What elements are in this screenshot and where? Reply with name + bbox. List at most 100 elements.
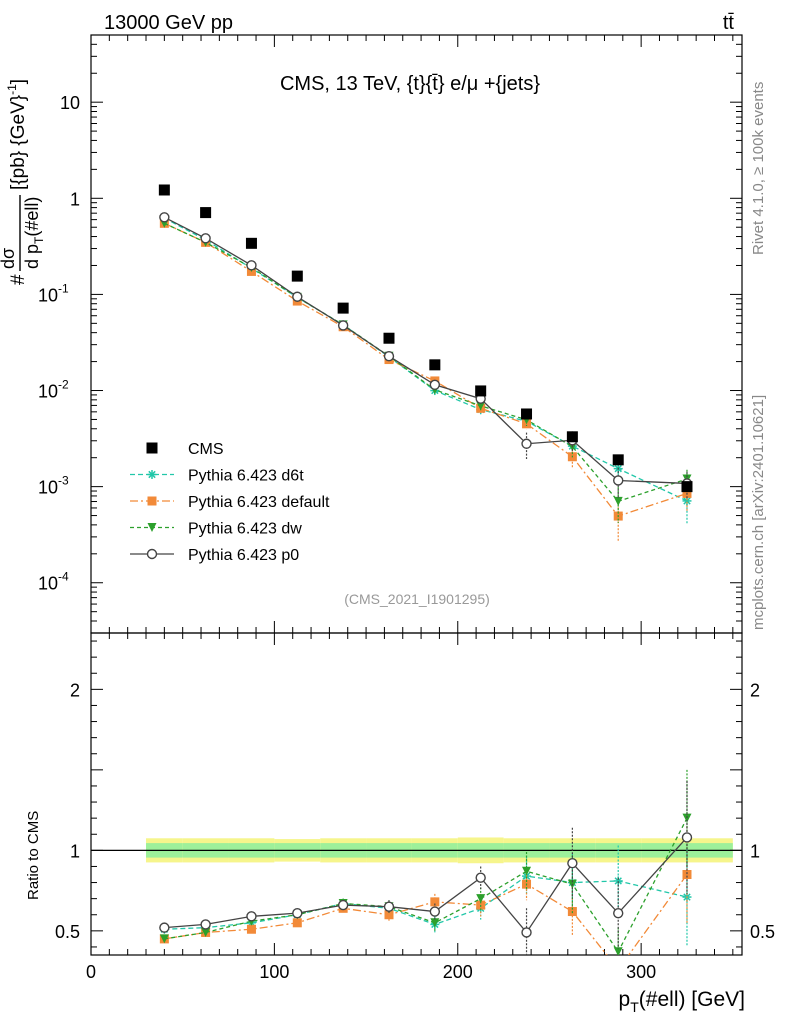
chart-title: CMS, 13 TeV, {t}{t̄} e/μ +{jets} bbox=[280, 73, 540, 95]
ratio-point-dw bbox=[476, 894, 486, 904]
point-dw bbox=[613, 496, 623, 506]
cms-data-point bbox=[429, 359, 441, 371]
ratio-line-default bbox=[164, 874, 688, 955]
ratio-point-p0 bbox=[200, 919, 211, 930]
cms-data-point bbox=[475, 385, 487, 397]
legend-label: CMS bbox=[188, 441, 224, 458]
ratio-line-p0 bbox=[164, 837, 688, 934]
ratio-point-p0 bbox=[429, 906, 441, 917]
cms-data-point bbox=[291, 270, 303, 282]
y-tick-label: 10-3 bbox=[38, 474, 69, 498]
main-panel-frame bbox=[90, 34, 743, 634]
point-dw bbox=[476, 401, 486, 411]
cms-data-point bbox=[383, 332, 395, 344]
y-tick-label: 10-2 bbox=[38, 378, 69, 402]
analysis-tag: (CMS_2021_I1901295) bbox=[344, 591, 490, 607]
cms-data-point bbox=[245, 237, 257, 249]
legend-marker bbox=[147, 470, 157, 479]
svg-text:d pT(#ell): d pT(#ell) bbox=[22, 197, 46, 269]
main-y-axis-title: # dσ d pT(#ell) [{pb} {GeV}-1] bbox=[0, 79, 46, 285]
svg-text:dσ: dσ bbox=[0, 248, 18, 269]
ratio-point-p0 bbox=[613, 907, 624, 919]
ratio-y-tick-label-right: 0.5 bbox=[750, 922, 775, 942]
ratio-panel-frame bbox=[90, 632, 743, 956]
process-label: tt̄ bbox=[723, 12, 735, 34]
ratio-point-p0 bbox=[567, 858, 578, 869]
ratio-point-p0 bbox=[337, 899, 349, 911]
energy-label: 13000 GeV pp bbox=[104, 12, 233, 34]
ratio-point-default bbox=[292, 918, 302, 928]
point-p0 bbox=[383, 351, 395, 362]
x-tick-label: 300 bbox=[626, 962, 656, 982]
point-p0 bbox=[337, 320, 349, 331]
cms-data-point bbox=[521, 408, 533, 420]
main-panel-series bbox=[158, 184, 693, 542]
ratio-point-p0 bbox=[246, 911, 257, 922]
series-line-p0 bbox=[164, 216, 688, 485]
mcplots-label: mcplots.cern.ch [arXiv:2401.10621] bbox=[750, 395, 767, 630]
y-tick-label: 1 bbox=[70, 189, 80, 209]
ratio-point-default bbox=[682, 870, 692, 879]
ratio-point-p0 bbox=[159, 922, 170, 933]
ratio-line-dw bbox=[164, 817, 688, 954]
ratio-point-p0 bbox=[383, 901, 395, 912]
ratio-point-default bbox=[384, 910, 394, 920]
legend-marker bbox=[147, 496, 157, 506]
ratio-point-p0 bbox=[521, 927, 532, 938]
ratio-y-tick-label: 1 bbox=[70, 841, 80, 861]
y-tick-label: 10 bbox=[60, 93, 80, 113]
cms-data-point bbox=[200, 207, 212, 219]
ratio-point-p0 bbox=[292, 907, 303, 919]
cms-data-point bbox=[337, 302, 349, 314]
ratio-point-default bbox=[246, 924, 256, 934]
ratio-point-dw bbox=[430, 918, 440, 928]
ratio-point-dw bbox=[201, 927, 211, 937]
point-p0 bbox=[429, 379, 441, 390]
x-tick-label: 100 bbox=[259, 962, 289, 982]
point-p0 bbox=[246, 260, 257, 271]
ratio-y-tick-label-right: 2 bbox=[750, 680, 760, 700]
cms-data-point bbox=[566, 431, 578, 443]
legend-marker bbox=[146, 548, 158, 560]
ratio-y-tick-label: 2 bbox=[70, 680, 80, 700]
point-p0 bbox=[200, 233, 211, 244]
point-p0 bbox=[613, 475, 624, 486]
point-p0 bbox=[521, 438, 532, 449]
y-tick-label: 10-4 bbox=[38, 570, 69, 594]
y-tick-label: 10-1 bbox=[38, 281, 69, 305]
legend-marker bbox=[146, 442, 158, 454]
legend-marker bbox=[147, 523, 157, 532]
cms-data-point bbox=[612, 454, 624, 466]
cms-data-point bbox=[681, 481, 693, 493]
point-d6t bbox=[682, 496, 692, 506]
ratio-y-axis-title: Ratio to CMS bbox=[25, 811, 42, 900]
point-p0 bbox=[159, 212, 170, 223]
ratio-y-tick-label: 0.5 bbox=[55, 922, 80, 942]
ratio-point-default bbox=[614, 965, 623, 974]
cms-uncertainty-bands bbox=[91, 837, 742, 864]
x-axis-title: pT(#ell) [GeV] bbox=[619, 988, 745, 1015]
series-line-dw bbox=[164, 222, 688, 503]
ratio-point-dw bbox=[613, 947, 623, 955]
point-p0 bbox=[292, 291, 303, 302]
ratio-point-p0 bbox=[475, 872, 486, 883]
legend-label: Pythia 6.423 dw bbox=[188, 521, 302, 538]
ratio-point-dw bbox=[522, 866, 532, 876]
legend-label: Pythia 6.423 d6t bbox=[188, 468, 304, 485]
svg-text:#: # bbox=[8, 274, 29, 285]
panel-frames bbox=[90, 34, 743, 956]
svg-text:[{pb} {GeV}-1]: [{pb} {GeV}-1] bbox=[5, 79, 29, 190]
x-tick-label: 0 bbox=[86, 962, 96, 982]
legend: CMS Pythia 6.423 d6t Pythia 6.423 default P… bbox=[130, 441, 330, 564]
ratio-panel-series bbox=[159, 769, 693, 974]
ratio-point-dw bbox=[682, 813, 692, 823]
x-tick-label: 200 bbox=[443, 962, 473, 982]
ratio-point-p0 bbox=[681, 832, 693, 843]
svg-text:pT(#ell) [GeV]: pT(#ell) [GeV] bbox=[619, 988, 745, 1015]
ratio-line-d6t bbox=[164, 875, 688, 930]
ratio-point-dw bbox=[159, 934, 169, 944]
cms-data-point bbox=[158, 184, 170, 196]
ratio-point-default bbox=[430, 897, 440, 907]
rivet-label: Rivet 4.1.0, ≥ 100k events bbox=[750, 82, 767, 255]
